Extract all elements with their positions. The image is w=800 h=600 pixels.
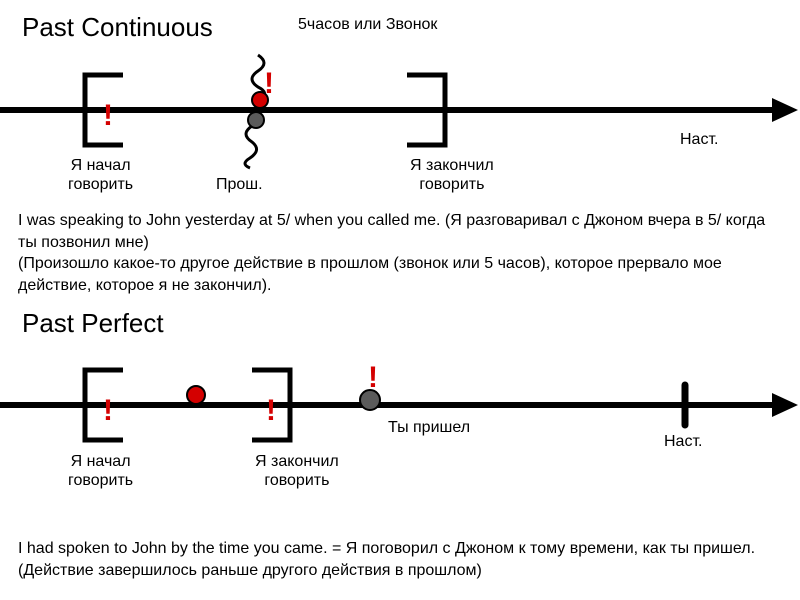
pp-timeline — [0, 393, 798, 417]
pc-timeline — [0, 98, 798, 122]
pc-red-dot — [252, 92, 268, 108]
pp-gray-dot — [360, 390, 380, 410]
diagram-svg: ! ! ! ! ! — [0, 0, 800, 600]
pc-open-bang: ! — [103, 99, 113, 132]
pp-close-bang: ! — [266, 394, 276, 427]
pc-squiggle-bot — [245, 126, 257, 168]
pp-red-dot — [187, 386, 205, 404]
pp-open-bang: ! — [103, 394, 113, 427]
pc-gray-dot — [248, 112, 264, 128]
